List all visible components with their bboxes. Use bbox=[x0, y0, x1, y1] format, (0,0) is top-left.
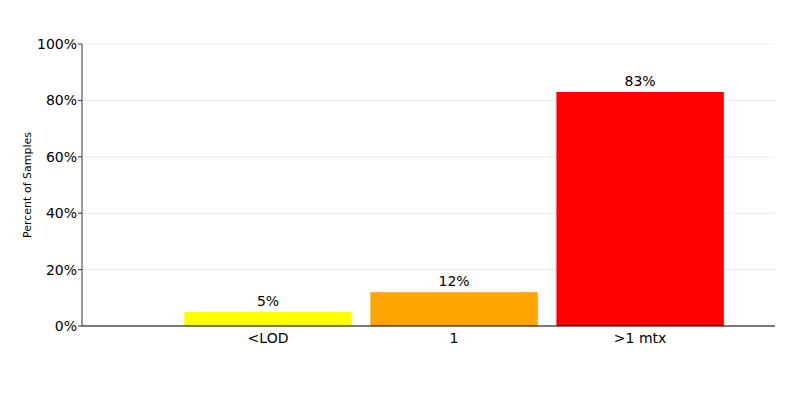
tick-label: 40% bbox=[46, 205, 77, 221]
tick-mark bbox=[78, 156, 82, 157]
tick-mark bbox=[78, 44, 82, 45]
category-label: 1 bbox=[450, 330, 459, 346]
data-label: 83% bbox=[625, 73, 656, 89]
tick-label: 80% bbox=[46, 92, 77, 108]
data-label: 5% bbox=[257, 293, 279, 309]
chart: 0% 20% 40% 60% 80% 100% 5% 12% 83% <LOD 1 >1 mtx Per… bbox=[0, 0, 800, 394]
tick-label: 0% bbox=[55, 318, 77, 334]
bar bbox=[184, 312, 351, 326]
bar bbox=[370, 292, 537, 326]
tick-label: 20% bbox=[46, 262, 77, 278]
category-label: <LOD bbox=[248, 330, 289, 346]
grid-line bbox=[82, 326, 775, 327]
tick-mark bbox=[78, 269, 82, 270]
y-axis bbox=[82, 44, 83, 326]
tick-mark bbox=[78, 213, 82, 214]
tick-label: 60% bbox=[46, 149, 77, 165]
y-axis-label: Percent of Samples bbox=[21, 132, 34, 238]
tick-mark bbox=[78, 100, 82, 101]
grid-line bbox=[82, 44, 775, 45]
bar bbox=[556, 92, 723, 326]
tick-mark bbox=[78, 326, 82, 327]
category-label: >1 mtx bbox=[614, 330, 667, 346]
bars bbox=[184, 92, 724, 326]
x-axis bbox=[82, 325, 775, 326]
data-label: 12% bbox=[439, 273, 470, 289]
tick-label: 100% bbox=[37, 36, 77, 52]
